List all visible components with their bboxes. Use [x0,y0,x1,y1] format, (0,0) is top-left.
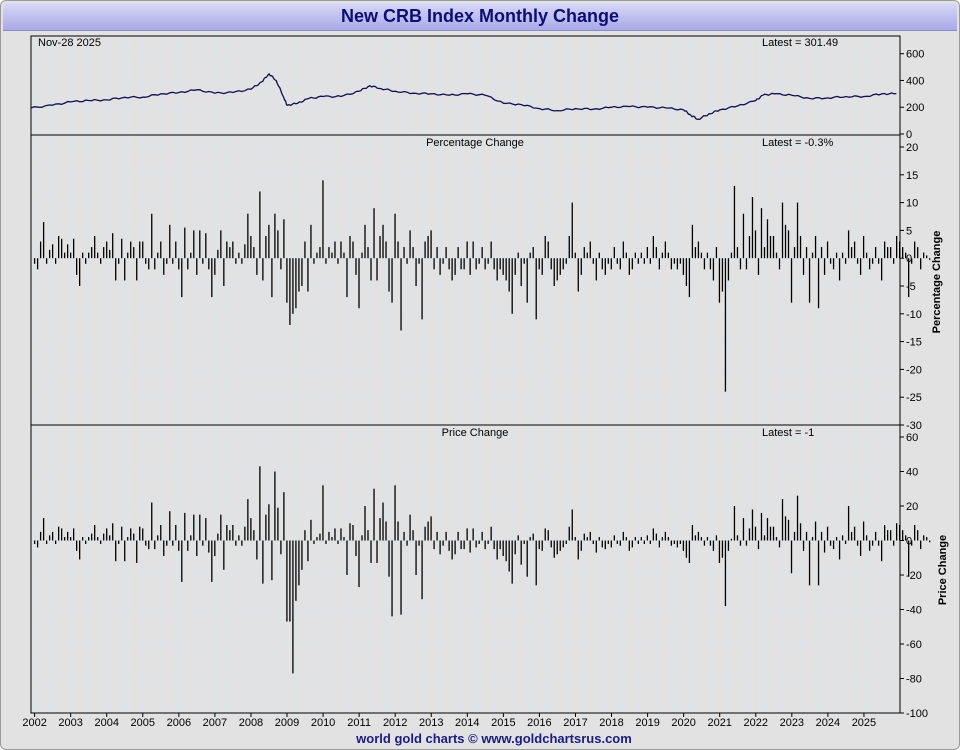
y-tick-label: -100 [906,708,928,720]
x-tick-label: 2015 [491,717,515,729]
y-tick-label: -30 [906,420,922,432]
y-tick-label: -60 [906,639,922,651]
x-tick-label: 2017 [563,717,587,729]
y-tick-label: 15 [906,170,918,182]
x-tick-label: 2010 [311,717,335,729]
x-tick-label: 2018 [599,717,623,729]
x-tick-label: 2013 [419,717,443,729]
y-tick-label: 5 [906,225,912,237]
index-panel-border [30,35,901,136]
x-tick-label: 2008 [239,717,263,729]
y-tick-label: 0 [906,253,912,265]
x-tick-label: 2021 [707,717,731,729]
y-tick-label: 40 [906,467,918,479]
price-latest-label: Latest = -1 [762,427,814,439]
x-tick-label: 2024 [816,717,840,729]
y-tick-label: 0 [906,129,912,141]
pct-axis-title: Percentage Change [931,231,943,334]
y-tick-label: 0 [906,536,912,548]
x-tick-label: 2025 [852,717,876,729]
x-tick-label: 2011 [347,717,371,729]
y-tick-label: -20 [906,364,922,376]
y-tick-label: -15 [906,337,922,349]
grid-layer [31,36,900,714]
x-tick-label: 2016 [527,717,551,729]
pct-panel-border [30,134,901,426]
x-tick-label: 2020 [671,717,695,729]
y-tick-label: 60 [906,432,918,444]
footer-credit: world gold charts © www.goldchartsrus.co… [356,731,632,746]
price-axis-title: Price Change [937,535,949,605]
chart-title: New CRB Index Monthly Change [340,6,619,26]
y-tick-label: -20 [906,570,922,582]
y-tick-label: -25 [906,392,922,404]
y-tick-label: 200 [906,102,924,114]
x-tick-label: 2003 [58,717,82,729]
y-tick-label: -80 [906,674,922,686]
y-tick-label: -10 [906,309,922,321]
x-tick-label: 2023 [780,717,804,729]
y-tick-label: 20 [906,501,918,513]
x-tick-label: 2007 [203,717,227,729]
x-tick-label: 2004 [94,717,118,729]
x-tick-label: 2014 [455,717,479,729]
price-panel-title: Price Change [442,427,509,439]
pct-panel-title: Percentage Change [426,137,524,149]
x-tick-label: 2009 [275,717,299,729]
x-tick-label: 2022 [744,717,768,729]
y-tick-label: -5 [906,281,916,293]
index-line [30,72,897,120]
price-panel-border [30,424,901,714]
x-tick-label: 2019 [635,717,659,729]
y-tick-label: -40 [906,605,922,617]
y-tick-label: 20 [906,142,918,154]
y-tick-label: 600 [906,49,924,61]
x-tick-label: 2012 [383,717,407,729]
y-tick-label: 400 [906,75,924,87]
x-tick-label: 2002 [22,717,46,729]
index-latest-label: Latest = 301.49 [762,37,838,49]
index-date-label: Nov-28 2025 [38,37,101,49]
tick-layer: 2002 2003 2004 2005 2006 2007 2008 2009 2010 2011… [22,49,928,729]
pct-latest-label: Latest = -0.3% [762,137,833,149]
mark-layer [30,72,931,674]
y-tick-label: 10 [906,198,918,210]
x-tick-label: 2005 [131,717,155,729]
title-bar: New CRB Index Monthly Change [3,3,957,31]
x-tick-label: 2006 [167,717,191,729]
